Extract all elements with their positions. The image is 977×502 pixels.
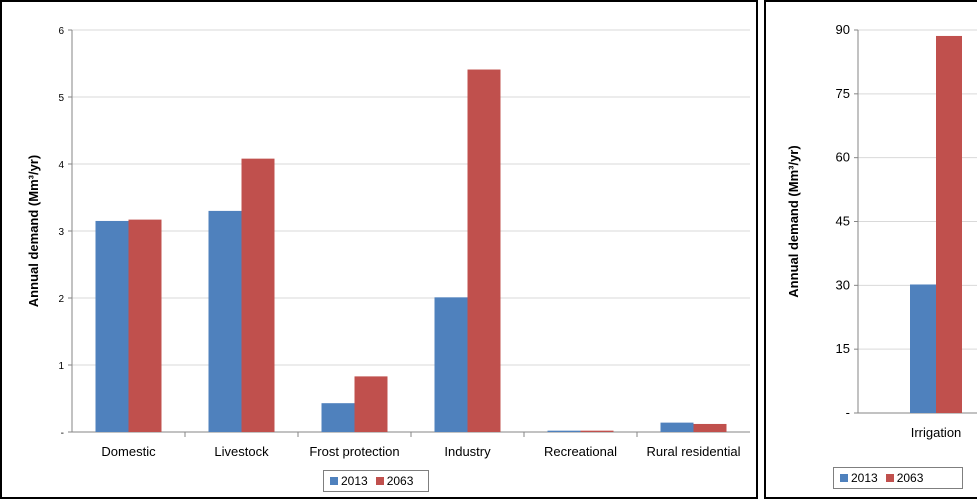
y-tick-label: 6 xyxy=(58,26,64,37)
bar-2013-irrigation xyxy=(910,284,936,413)
bar-2013-domestic xyxy=(96,221,129,432)
x-tick-label: Industry xyxy=(444,444,491,459)
y-tick-label: 75 xyxy=(836,86,850,101)
legend-item-2063: 2063 xyxy=(376,474,414,488)
y-tick-label: 60 xyxy=(836,150,850,165)
bar-2063-frost-protection xyxy=(355,376,388,432)
x-tick-label: Recreational xyxy=(544,444,617,459)
bar-2063-rural-residential xyxy=(694,424,727,432)
y-tick-label: - xyxy=(61,428,64,439)
y-axis-label: Annual demand (Mm³/yr) xyxy=(26,155,41,307)
legend-right: 2013 2063 xyxy=(833,467,963,489)
y-tick-label: 5 xyxy=(58,93,64,104)
legend-label-2013: 2013 xyxy=(341,474,368,488)
legend-label-2013: 2013 xyxy=(851,471,878,485)
x-tick-label: Frost protection xyxy=(309,444,399,459)
y-tick-label: - xyxy=(846,405,850,420)
chart-right: - 15 30 45 60 75 90 Annual demand (Mm³/yr) Irrig… xyxy=(766,2,977,497)
bar-2063-irrigation xyxy=(936,36,962,413)
y-tick-label: 45 xyxy=(836,214,850,229)
legend-swatch-2013 xyxy=(840,474,848,482)
y-tick-label: 2 xyxy=(58,294,64,305)
legend-swatch-2063 xyxy=(376,477,384,485)
legend-item-2063: 2063 xyxy=(886,471,924,485)
legend-item-2013: 2013 xyxy=(840,471,878,485)
legend-swatch-2063 xyxy=(886,474,894,482)
legend-label-2063: 2063 xyxy=(897,471,924,485)
chart-left: - 1 2 3 4 5 6 Annual demand (Mm³/yr) Domestic Liv… xyxy=(2,2,756,497)
legend-item-2013: 2013 xyxy=(330,474,368,488)
chart-panel-left: - 1 2 3 4 5 6 Annual demand (Mm³/yr) Domestic Liv… xyxy=(0,0,758,499)
y-tick-label: 4 xyxy=(58,160,64,171)
y-tick-label: 90 xyxy=(836,22,850,37)
bar-2063-livestock xyxy=(242,159,275,432)
y-tick-label: 1 xyxy=(58,361,64,372)
y-tick-label: 3 xyxy=(58,227,64,238)
bar-2013-industry xyxy=(435,297,468,432)
x-tick-label: Irrigation xyxy=(911,425,962,440)
x-tick-label: Rural residential xyxy=(647,444,741,459)
bar-2013-frost-protection xyxy=(322,403,355,432)
bar-2013-livestock xyxy=(209,211,242,432)
chart-panel-right: - 15 30 45 60 75 90 Annual demand (Mm³/yr) Irrig… xyxy=(764,0,977,499)
legend-swatch-2013 xyxy=(330,477,338,485)
bar-2063-recreational xyxy=(581,431,614,432)
bar-2013-rural-residential xyxy=(661,423,694,432)
x-tick-label: Domestic xyxy=(101,444,156,459)
y-tick-label: 30 xyxy=(836,277,850,292)
legend-label-2063: 2063 xyxy=(387,474,414,488)
y-tick-label: 15 xyxy=(836,341,850,356)
bar-2063-industry xyxy=(468,70,501,432)
bar-2063-domestic xyxy=(129,220,162,432)
legend-left: 2013 2063 xyxy=(323,470,429,492)
x-tick-label: Livestock xyxy=(214,444,269,459)
bar-2013-recreational xyxy=(548,431,581,432)
y-axis-label: Annual demand (Mm³/yr) xyxy=(786,145,801,297)
